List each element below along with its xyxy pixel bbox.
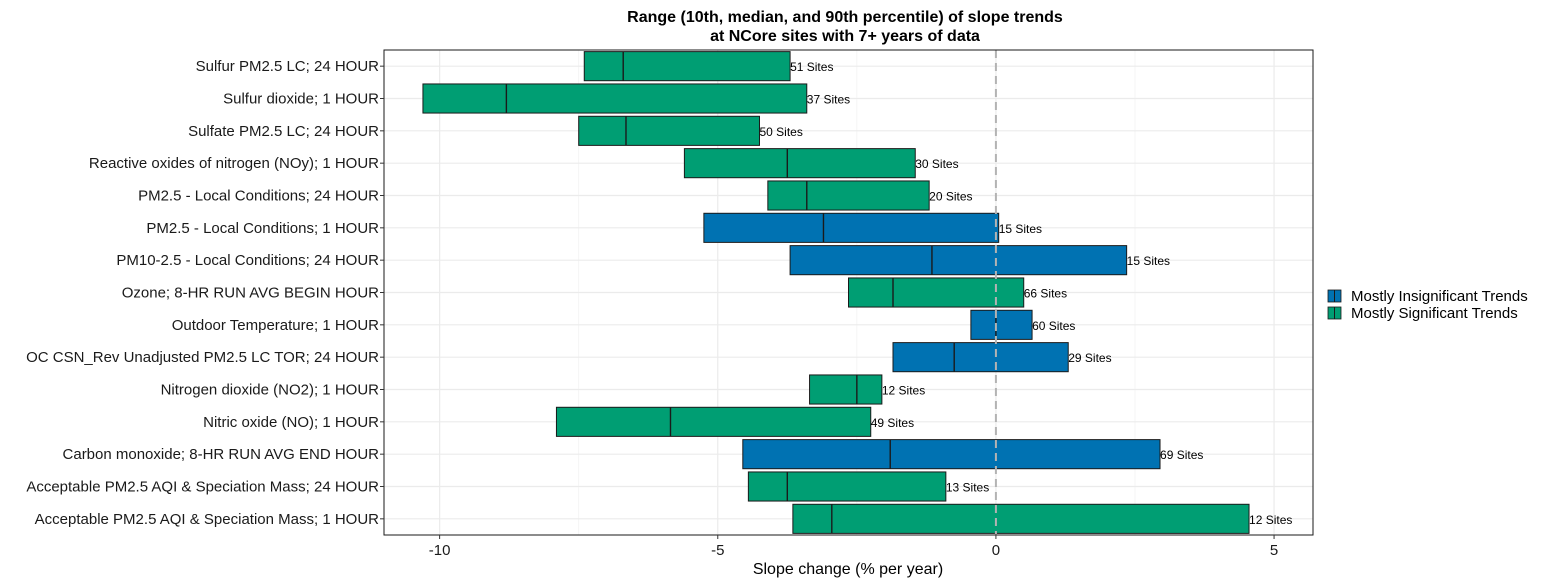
- site-label-11: 49 Sites: [871, 416, 914, 430]
- bar-14: [792, 503, 1250, 534]
- bar-5: [703, 212, 1000, 243]
- legend-label-1: Mostly Significant Trends: [1351, 305, 1518, 322]
- x-axis-ticks: -10 -5 0 5: [429, 535, 1278, 559]
- bar-0: [583, 51, 791, 82]
- site-label-3: 30 Sites: [915, 157, 958, 171]
- site-label-13: 13 Sites: [946, 481, 989, 495]
- bar-8: [970, 309, 1033, 340]
- chart-title: Range (10th, median, and 90th percentile…: [627, 9, 1063, 26]
- category-label-9: OC CSN_Rev Unadjusted PM2.5 LC TOR; 24 H…: [26, 349, 379, 366]
- bar-10: [809, 374, 883, 405]
- site-label-2: 50 Sites: [759, 125, 802, 139]
- site-label-6: 15 Sites: [1127, 254, 1170, 268]
- category-label-13: Acceptable PM2.5 AQI & Speciation Mass; …: [26, 479, 379, 496]
- x-tick-label-1: -5: [711, 542, 724, 559]
- category-label-3: Reactive oxides of nitrogen (NOy); 1 HOU…: [89, 155, 379, 172]
- x-tick-label-2: 0: [992, 542, 1000, 559]
- x-tick-label-3: 5: [1270, 542, 1278, 559]
- site-label-9: 29 Sites: [1068, 351, 1111, 365]
- site-count-labels: 51 Sites 37 Sites 50 Sites 30 Sites 20 Sites…: [759, 60, 1292, 527]
- site-label-10: 12 Sites: [882, 384, 925, 398]
- category-label-11: Nitric oxide (NO); 1 HOUR: [203, 414, 379, 431]
- category-label-6: PM10-2.5 - Local Conditions; 24 HOUR: [116, 252, 379, 269]
- bar-9: [892, 342, 1069, 373]
- category-label-2: Sulfate PM2.5 LC; 24 HOUR: [188, 123, 379, 140]
- site-label-1: 37 Sites: [807, 93, 850, 107]
- category-label-7: Ozone; 8-HR RUN AVG BEGIN HOUR: [122, 285, 379, 302]
- bar-3: [683, 148, 916, 179]
- bar-13: [747, 471, 947, 502]
- category-label-5: PM2.5 - Local Conditions; 1 HOUR: [146, 220, 379, 237]
- legend-label-0: Mostly Insignificant Trends: [1351, 288, 1528, 305]
- bars: [422, 51, 1250, 534]
- site-label-8: 60 Sites: [1032, 319, 1075, 333]
- x-tick-label-0: -10: [429, 542, 451, 559]
- category-label-8: Outdoor Temperature; 1 HOUR: [172, 317, 379, 334]
- bar-7: [848, 277, 1025, 308]
- bar-11: [555, 406, 872, 437]
- category-label-1: Sulfur dioxide; 1 HOUR: [223, 91, 379, 108]
- bar-1: [422, 83, 808, 114]
- bar-12: [742, 439, 1161, 470]
- bar-4: [767, 180, 930, 211]
- y-axis-labels: Sulfur PM2.5 LC; 24 HOUR Sulfur dioxide; …: [26, 58, 384, 528]
- bar-2: [578, 115, 760, 146]
- site-label-4: 20 Sites: [929, 190, 972, 204]
- category-label-0: Sulfur PM2.5 LC; 24 HOUR: [196, 58, 380, 75]
- site-label-5: 15 Sites: [999, 222, 1042, 236]
- x-axis-title: Slope change (% per year): [753, 561, 943, 578]
- category-label-4: PM2.5 - Local Conditions; 24 HOUR: [138, 188, 379, 205]
- category-label-12: Carbon monoxide; 8-HR RUN AVG END HOUR: [63, 446, 380, 463]
- site-label-14: 12 Sites: [1249, 513, 1292, 527]
- category-label-10: Nitrogen dioxide (NO2); 1 HOUR: [161, 382, 380, 399]
- site-label-0: 51 Sites: [790, 60, 833, 74]
- bar-6: [789, 245, 1128, 276]
- category-label-14: Acceptable PM2.5 AQI & Speciation Mass; …: [35, 511, 379, 528]
- site-label-7: 66 Sites: [1024, 287, 1067, 301]
- chart-subtitle: at NCore sites with 7+ years of data: [710, 28, 980, 45]
- site-label-12: 69 Sites: [1160, 448, 1203, 462]
